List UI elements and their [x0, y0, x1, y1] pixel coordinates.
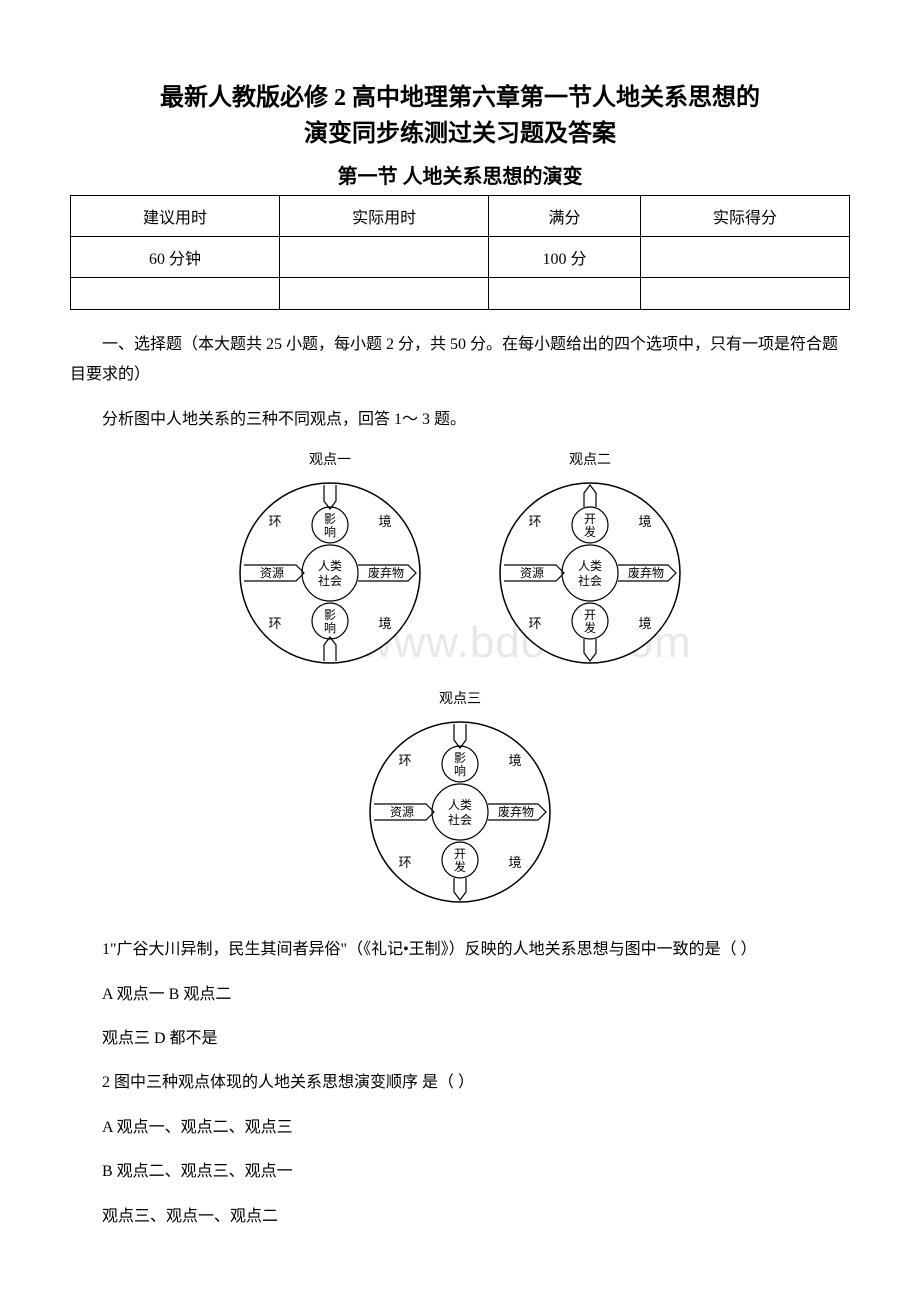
- svg-text:环: 环: [398, 753, 411, 768]
- svg-text:资源: 资源: [390, 805, 414, 819]
- svg-text:废弃物: 废弃物: [368, 565, 404, 580]
- question-1: 1"广谷大川异制，民生其间者异俗"（《礼记•王制》）反映的人地关系思想与图中一致…: [70, 935, 850, 965]
- diagram-label-1: 观点一: [230, 449, 430, 469]
- svg-text:开: 开: [584, 512, 596, 526]
- svg-text:环: 环: [268, 616, 281, 631]
- diagram-svg-3: 人类社会影响开发环境环境资源废弃物: [360, 712, 560, 912]
- svg-text:影: 影: [324, 512, 336, 526]
- table-header-cell: 实际得分: [640, 196, 849, 237]
- document-title: 最新人教版必修 2 高中地理第六章第一节人地关系思想的 演变同步练测过关习题及答…: [70, 80, 850, 152]
- diagram-label-2: 观点二: [490, 449, 690, 469]
- question-group-intro: 分析图中人地关系的三种不同观点，回答 1～ 3 题。: [70, 405, 850, 435]
- question-2-option-b: B 观点二、观点三、观点一: [70, 1157, 850, 1187]
- table-cell: [280, 237, 489, 278]
- title-line1: 最新人教版必修 2 高中地理第六章第一节人地关系思想的: [160, 85, 760, 111]
- question-1-option-c: 观点三 D 都不是: [70, 1024, 850, 1054]
- svg-text:资源: 资源: [520, 566, 544, 580]
- svg-text:环: 环: [528, 514, 541, 529]
- table-row: 60 分钟 100 分: [71, 237, 850, 278]
- table-header-cell: 满分: [489, 196, 641, 237]
- diagram-svg-2: 人类社会开发开发环境环境资源废弃物: [490, 473, 690, 673]
- diagrams-row-1: 观点一 人类社会影响影响环境环境资源废弃物 观点二 人类社会开发开发环境环境资源…: [70, 449, 850, 678]
- question-2-option-a: A 观点一、观点二、观点三: [70, 1113, 850, 1143]
- svg-text:环: 环: [268, 514, 281, 529]
- svg-text:人类: 人类: [448, 798, 472, 812]
- table-cell: [489, 278, 641, 310]
- svg-text:境: 境: [638, 514, 651, 529]
- svg-text:发: 发: [584, 524, 596, 539]
- svg-text:响: 响: [454, 763, 466, 778]
- svg-text:响: 响: [324, 524, 336, 539]
- diagram-svg-1: 人类社会影响影响环境环境资源废弃物: [230, 473, 430, 673]
- svg-text:废弃物: 废弃物: [498, 804, 534, 819]
- svg-text:发: 发: [454, 859, 466, 874]
- question-1-option-a: A 观点一 B 观点二: [70, 980, 850, 1010]
- svg-text:境: 境: [378, 616, 391, 631]
- diagram-1: 观点一 人类社会影响影响环境环境资源废弃物: [230, 449, 430, 678]
- diagram-3: 观点三 人类社会影响开发环境环境资源废弃物: [360, 688, 560, 917]
- table-cell: 100 分: [489, 237, 641, 278]
- table-cell: [640, 237, 849, 278]
- svg-text:境: 境: [378, 514, 391, 529]
- table-cell: [280, 278, 489, 310]
- svg-text:人类: 人类: [318, 559, 342, 573]
- svg-text:资源: 资源: [260, 566, 284, 580]
- table-header-cell: 实际用时: [280, 196, 489, 237]
- svg-text:社会: 社会: [578, 573, 602, 588]
- svg-text:境: 境: [508, 855, 521, 870]
- svg-text:境: 境: [638, 616, 651, 631]
- svg-text:发: 发: [584, 620, 596, 635]
- svg-text:境: 境: [508, 753, 521, 768]
- svg-text:环: 环: [398, 855, 411, 870]
- svg-text:废弃物: 废弃物: [628, 565, 664, 580]
- table-row: [71, 278, 850, 310]
- info-table: 建议用时 实际用时 满分 实际得分 60 分钟 100 分: [70, 195, 850, 310]
- section-intro: 一、选择题（本大题共 25 小题，每小题 2 分，共 50 分。在每小题给出的四…: [70, 330, 850, 391]
- title-line2: 演变同步练测过关习题及答案: [304, 121, 616, 147]
- diagram-label-3: 观点三: [360, 688, 560, 708]
- diagram-2: 观点二 人类社会开发开发环境环境资源废弃物: [490, 449, 690, 678]
- svg-text:开: 开: [454, 847, 466, 861]
- table-row: 建议用时 实际用时 满分 实际得分: [71, 196, 850, 237]
- table-header-cell: 建议用时: [71, 196, 280, 237]
- diagrams-row-2: 观点三 人类社会影响开发环境环境资源废弃物: [70, 688, 850, 917]
- question-2-option-c: 观点三、观点一、观点二: [70, 1202, 850, 1232]
- svg-text:环: 环: [528, 616, 541, 631]
- question-2: 2 图中三种观点体现的人地关系思想演变顺序 是（ ）: [70, 1068, 850, 1098]
- svg-text:影: 影: [454, 751, 466, 765]
- svg-text:开: 开: [584, 608, 596, 622]
- diagrams-container: www.bdocx.com 观点一 人类社会影响影响环境环境资源废弃物 观点二 …: [70, 449, 850, 917]
- svg-text:社会: 社会: [318, 573, 342, 588]
- svg-text:响: 响: [324, 620, 336, 635]
- section-subtitle: 第一节 人地关系思想的演变: [70, 160, 850, 189]
- svg-text:影: 影: [324, 608, 336, 622]
- table-cell: [71, 278, 280, 310]
- table-cell: 60 分钟: [71, 237, 280, 278]
- svg-text:人类: 人类: [578, 559, 602, 573]
- table-cell: [640, 278, 849, 310]
- svg-text:社会: 社会: [448, 812, 472, 827]
